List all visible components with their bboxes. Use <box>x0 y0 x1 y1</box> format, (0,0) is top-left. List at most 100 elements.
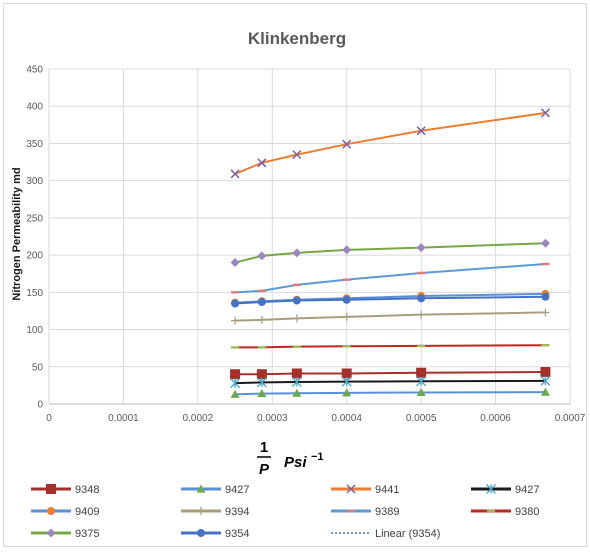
marker-triangle <box>416 387 426 397</box>
marker-star <box>341 376 352 387</box>
series-line <box>235 295 546 305</box>
legend-item: 9441 <box>331 484 399 496</box>
marker-triangle <box>540 387 550 396</box>
series-9441 <box>230 108 550 179</box>
legend-label: 9380 <box>515 506 539 518</box>
marker-dash <box>417 344 426 348</box>
series-line <box>235 370 546 376</box>
chart-title: Klinkenberg <box>248 29 346 48</box>
marker-x <box>230 169 240 179</box>
marker-plus <box>257 315 266 324</box>
y-tick-label: 0 <box>37 400 43 411</box>
legend-item: 9427 <box>181 484 249 496</box>
marker-dash <box>231 291 240 294</box>
legend-item: 9409 <box>31 506 99 518</box>
y-tick-label: 250 <box>26 213 43 224</box>
marker-plus <box>231 316 240 325</box>
series-9354 <box>231 292 550 308</box>
marker-dash <box>342 345 351 348</box>
y-tick-label: 350 <box>26 139 43 150</box>
x-tick-label: 0.0005 <box>406 413 437 424</box>
series-9380 <box>231 343 550 349</box>
marker-x <box>540 108 550 118</box>
series-line <box>235 311 546 322</box>
marker-dash <box>487 509 495 513</box>
marker-square <box>540 366 551 377</box>
x-axis-label-denominator: P <box>259 461 270 478</box>
marker-dash <box>541 262 550 266</box>
marker-triangle <box>292 388 302 397</box>
marker-plus <box>541 308 550 317</box>
x-tick-label: 0 <box>46 413 52 424</box>
marker-square <box>256 369 267 380</box>
series-line <box>235 263 546 294</box>
chart-frame: Klinkenberg 0 50 100 150 200 250 300 350 400 450 … <box>3 3 587 547</box>
series-9394 <box>231 308 550 325</box>
series-9375 <box>230 238 550 268</box>
legend-label: 9427 <box>515 484 539 496</box>
marker-circle <box>292 296 301 305</box>
marker-triangle <box>342 388 352 397</box>
marker-circle <box>541 292 550 301</box>
marker-circle <box>231 299 240 308</box>
series-9389 <box>231 262 550 294</box>
x-axis-label-unit: Psi <box>284 454 307 471</box>
y-tick-label: 400 <box>26 102 43 113</box>
x-axis-label: 1 P Psi −1 <box>257 439 324 478</box>
legend-item: 9348 <box>31 484 99 496</box>
marker-circle <box>417 294 426 303</box>
marker-square <box>291 368 302 379</box>
klinkenberg-chart: Klinkenberg 050100150200250300350400450 … <box>11 29 586 540</box>
y-tick-label: 100 <box>26 325 43 336</box>
marker-star <box>540 375 551 386</box>
x-tick-label: 0.0006 <box>480 413 511 424</box>
marker-dash <box>541 343 550 347</box>
marker-x <box>292 150 302 160</box>
legend-label: 9441 <box>375 484 399 496</box>
legend-label: 9394 <box>225 506 249 518</box>
y-tick-label: 300 <box>26 176 43 187</box>
series-line <box>234 242 546 264</box>
series-line <box>235 391 546 396</box>
marker-diamond <box>292 248 302 258</box>
legend-label: 9348 <box>75 484 99 496</box>
series-line <box>235 379 546 385</box>
marker-x <box>416 126 426 136</box>
x-tick-label: 0.0004 <box>331 413 362 424</box>
x-tick-label: 0.0003 <box>257 413 288 424</box>
legend: 9348 9427 9441 9427 9409 9394 9389 9380 9375 9354… <box>31 484 539 540</box>
legend-label: 9375 <box>75 528 99 540</box>
x-axis-label-exponent: −1 <box>311 451 324 463</box>
marker-dash <box>231 346 240 349</box>
legend-label: 9427 <box>225 484 249 496</box>
marker-plus <box>197 507 205 515</box>
marker-square <box>341 368 352 379</box>
marker-triangle <box>230 389 240 398</box>
series-9348 <box>230 366 551 380</box>
marker-x <box>257 158 267 168</box>
marker-diamond <box>46 528 56 538</box>
legend-item: 9380 <box>471 506 539 518</box>
series-9427 <box>230 375 551 389</box>
axes <box>48 69 570 405</box>
marker-plus <box>292 314 301 323</box>
marker-diamond <box>257 251 267 261</box>
marker-diamond <box>416 243 426 253</box>
marker-triangle <box>196 484 206 493</box>
y-tick-label: 50 <box>32 362 44 373</box>
series-line <box>234 111 546 175</box>
y-tick-labels: 0 50 100 150 200 250 300 350 400 450 <box>26 65 43 411</box>
marker-dash <box>292 283 301 287</box>
series-9427 <box>230 387 550 398</box>
marker-square <box>46 484 56 494</box>
marker-diamond <box>342 245 352 255</box>
legend-item: 9389 <box>331 506 399 518</box>
marker-plus <box>342 312 351 321</box>
marker-circle <box>342 295 351 304</box>
y-tick-label: 450 <box>26 65 43 76</box>
marker-star <box>291 377 302 388</box>
legend-label: 9389 <box>375 506 399 518</box>
marker-star <box>230 378 241 389</box>
legend-label: 9354 <box>225 528 249 540</box>
legend-item: Linear (9354) <box>331 528 440 540</box>
